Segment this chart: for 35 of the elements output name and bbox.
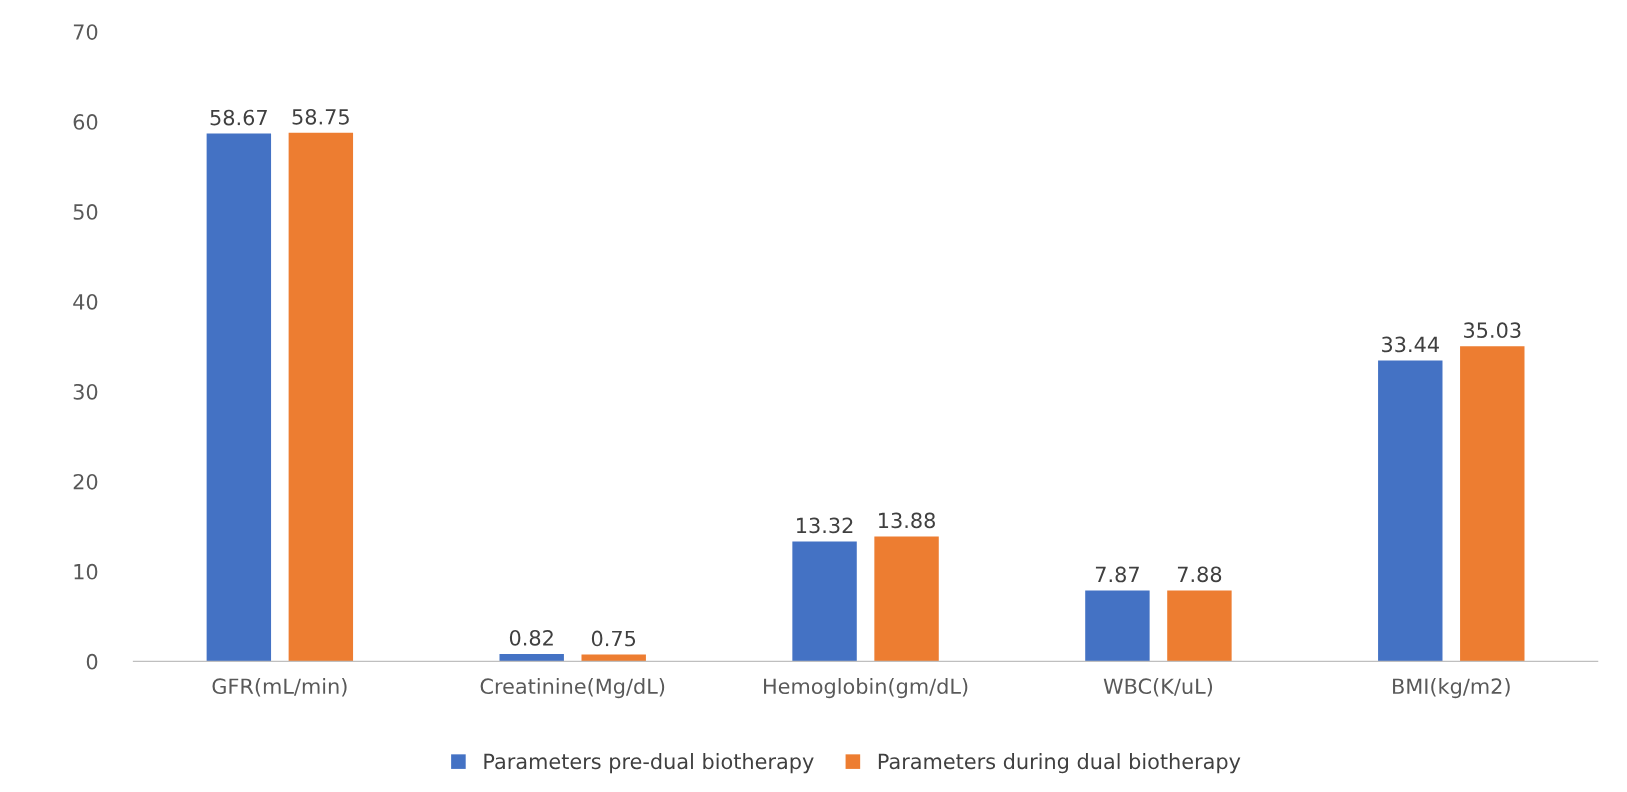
data-label: 13.32 <box>797 517 853 534</box>
y-tick-label: 50 <box>73 204 98 220</box>
y-tick-label: 0 <box>86 653 98 670</box>
legend-label: Parameters during dual biotherapy <box>878 753 1241 774</box>
data-label: 13.88 <box>879 512 935 529</box>
y-tick-label: 40 <box>73 293 98 310</box>
data-label: 7.87 <box>1095 566 1139 583</box>
x-tick-label: WBC(K/uL) <box>1103 678 1213 697</box>
y-tick-label: 10 <box>74 563 98 580</box>
bar <box>581 654 646 662</box>
bar <box>288 132 354 662</box>
bar <box>792 541 857 662</box>
bar <box>1167 590 1232 662</box>
bar <box>1085 590 1150 662</box>
data-label: 58.75 <box>292 108 349 125</box>
y-tick-label: 60 <box>73 114 98 130</box>
data-label: 35.03 <box>1464 322 1521 339</box>
bar <box>1460 346 1525 662</box>
y-tick-label: 20 <box>73 473 98 490</box>
y-tick-label: 70 <box>73 24 98 40</box>
y-tick-label: 30 <box>73 383 98 400</box>
data-label: 33.44 <box>1382 336 1439 353</box>
bar <box>206 133 272 662</box>
bar <box>1378 360 1443 662</box>
bar <box>499 653 564 662</box>
data-label: 0.75 <box>591 630 636 647</box>
data-label: 58.67 <box>210 109 267 126</box>
legend-label: Parameters pre-dual biotherapy <box>484 753 814 774</box>
data-label: 7.88 <box>1177 566 1222 583</box>
data-label: 0.82 <box>509 629 553 646</box>
x-tick-label: GFR(mL/min) <box>212 677 347 697</box>
x-tick-label: BMI(kg/m2) <box>1393 677 1510 699</box>
x-tick-label: Hemoglobin(gm/dL) <box>764 677 968 699</box>
x-tick-label: Creatinine(Mg/dL) <box>480 677 665 699</box>
bar <box>874 536 939 662</box>
